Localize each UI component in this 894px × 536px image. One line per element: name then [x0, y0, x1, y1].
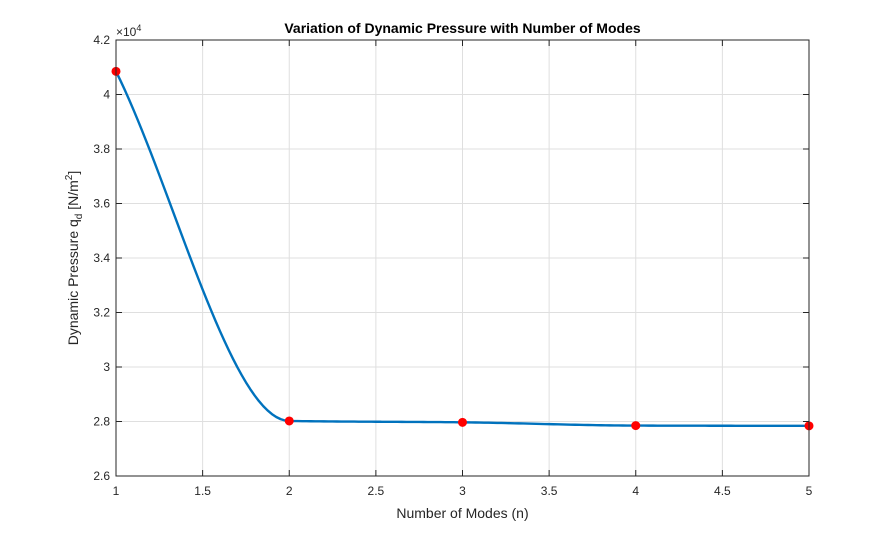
x-tick-label: 4: [632, 484, 639, 498]
data-point: [458, 417, 467, 427]
x-tick-label: 3.5: [541, 484, 558, 498]
y-axis-label: Dynamic Pressure qd [N/m2]: [64, 171, 85, 346]
x-tick-labels: 1 1.5 2 2.5 3 3.5 4 4.5 5: [113, 484, 813, 498]
y-tick-label: 3: [103, 360, 110, 374]
x-tick-label: 2.5: [368, 484, 385, 498]
y-tick-label: 2.8: [93, 415, 110, 429]
y-axis-label-unit-close: ]: [65, 171, 81, 175]
y-tick-label: 4: [103, 88, 110, 102]
data-point: [284, 416, 294, 426]
y-axis-label-unit-open: [N/m: [65, 180, 81, 213]
data-point: [631, 421, 641, 431]
y-axis-exponent: ×104: [116, 23, 141, 39]
y-tick-labels: 2.6 2.8 3 3.2 3.4 3.6 3.8 4 4.2: [93, 33, 110, 483]
x-axis-label: Number of Modes (n): [396, 505, 528, 521]
x-tick-label: 3: [459, 484, 466, 498]
y-tick-label: 2.6: [93, 469, 110, 483]
x-tick-label: 1.5: [194, 484, 211, 498]
y-tick-label: 3.2: [93, 306, 110, 320]
y-axis-label-prefix: Dynamic Pressure q: [65, 219, 81, 345]
y-axis-label-subscript: d: [74, 214, 85, 220]
y-tick-label: 3.8: [93, 142, 110, 156]
y-axis-exponent-power: 4: [136, 23, 141, 33]
x-tick-label: 4.5: [714, 484, 731, 498]
x-tick-label: 1: [113, 484, 120, 498]
x-tick-label: 5: [806, 484, 813, 498]
y-tick-label: 3.4: [93, 251, 110, 265]
ticks-layer: [115, 39, 810, 477]
y-tick-label: 4.2: [93, 33, 110, 47]
chart-title: Variation of Dynamic Pressure with Numbe…: [284, 20, 641, 36]
y-axis-exponent-base: ×10: [116, 25, 137, 39]
x-tick-label: 2: [286, 484, 293, 498]
y-axis-label-superscript: 2: [64, 174, 75, 180]
y-tick-label: 3.6: [93, 197, 110, 211]
